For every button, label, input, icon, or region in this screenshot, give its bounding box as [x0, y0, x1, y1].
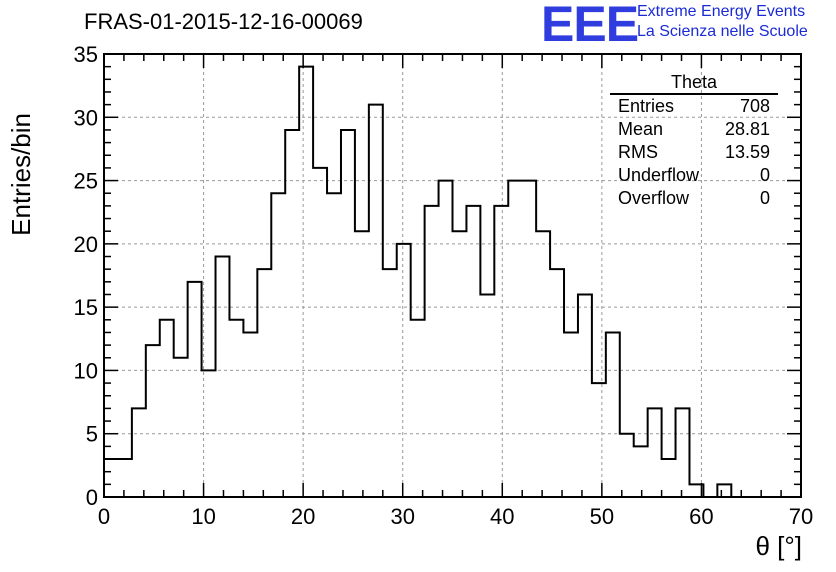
tick-labels: 0 10 20 30 40 50 60 70 0 5 10 15 20 25 30 35	[74, 42, 814, 529]
x-tick-label: 40	[490, 504, 514, 529]
y-tick-label: 35	[74, 42, 98, 67]
stats-row-overflow: Overflow 0	[610, 187, 778, 210]
x-tick-label: 50	[590, 504, 614, 529]
plot-frame	[103, 53, 802, 498]
stats-row-mean: Mean 28.81	[610, 118, 778, 141]
logo-line1: Extreme Energy Events	[637, 3, 806, 20]
x-tick-label: 30	[390, 504, 414, 529]
stats-row-rms: RMS 13.59	[610, 141, 778, 164]
x-tick-label: 10	[191, 504, 215, 529]
y-axis-label: Entries/bin	[6, 113, 36, 236]
x-tick-label: 0	[98, 504, 110, 529]
y-tick-label: 30	[74, 105, 98, 130]
stats-value: 28.81	[724, 119, 770, 139]
stats-value: 708	[739, 96, 770, 116]
stats-label: Underflow	[618, 165, 700, 185]
x-tick-label: 60	[689, 504, 713, 529]
x-tick-label: 70	[789, 504, 813, 529]
stats-label: Mean	[618, 119, 664, 139]
y-tick-label: 20	[74, 232, 98, 257]
y-tick-label: 15	[74, 295, 98, 320]
y-tick-label: 0	[86, 485, 98, 510]
histogram-step-line	[104, 65, 801, 498]
stats-row-entries: Entries 708	[610, 95, 778, 118]
chart-title: FRAS-01-2015-12-16-00069	[84, 9, 363, 34]
stats-box-title: Theta	[610, 72, 778, 95]
stats-row-underflow: Underflow 0	[610, 164, 778, 187]
stats-box: Theta Entries 708 Mean 28.81 RMS 13.59 U…	[610, 72, 778, 210]
y-tick-label: 10	[74, 358, 98, 383]
x-axis-label: θ [°]	[755, 531, 802, 561]
x-tick-label: 20	[291, 504, 315, 529]
stats-label: RMS	[618, 142, 658, 162]
stats-value: 13.59	[724, 142, 770, 162]
stats-value: 0	[759, 165, 770, 185]
y-tick-label: 5	[86, 422, 98, 447]
stats-value: 0	[759, 188, 770, 208]
y-tick-label: 25	[74, 169, 98, 194]
eee-logo: EEE	[541, 0, 639, 52]
logo-line2: La Scienza nelle Scuole	[637, 23, 808, 40]
stats-label: Entries	[618, 96, 675, 116]
stats-label: Overflow	[618, 188, 690, 208]
